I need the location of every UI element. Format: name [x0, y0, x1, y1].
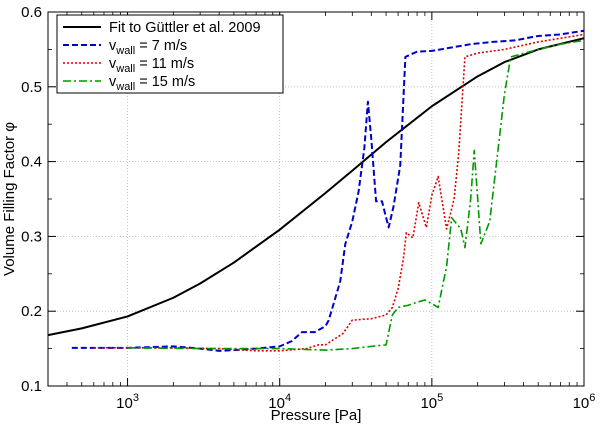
legend-label-1: Fit to Güttler et al. 2009 [109, 20, 261, 36]
x-tick-label: 105 [420, 392, 443, 412]
legend-label-2: vwall = 7 m/s [109, 38, 187, 57]
legend-label-4: vwall = 15 m/s [109, 74, 195, 93]
series-line-1 [47, 37, 585, 337]
x-tick-label: 106 [573, 392, 596, 412]
y-tick-label: 0.3 [21, 228, 42, 245]
series-lines [47, 29, 585, 352]
y-tick-label: 0.2 [21, 303, 42, 320]
series-line-2 [71, 29, 585, 352]
series-line-3 [93, 33, 585, 352]
tick-labels: 103 104 105 106 0.1 0.2 0.3 0.4 0.5 0.6 [21, 4, 595, 412]
y-tick-label: 0.6 [21, 4, 42, 21]
y-axis-title: Volume Filling Factor φ [1, 122, 18, 276]
series-line-4 [127, 39, 585, 351]
x-axis-title: Pressure [Pa] [271, 407, 362, 424]
y-tick-label: 0.4 [21, 154, 42, 171]
legend-label-3: vwall = 11 m/s [109, 56, 194, 75]
x-tick-label: 104 [268, 392, 291, 412]
y-tick-label: 0.5 [21, 79, 42, 96]
x-tick-label: 103 [116, 392, 139, 412]
y-tick-label: 0.1 [21, 378, 42, 395]
